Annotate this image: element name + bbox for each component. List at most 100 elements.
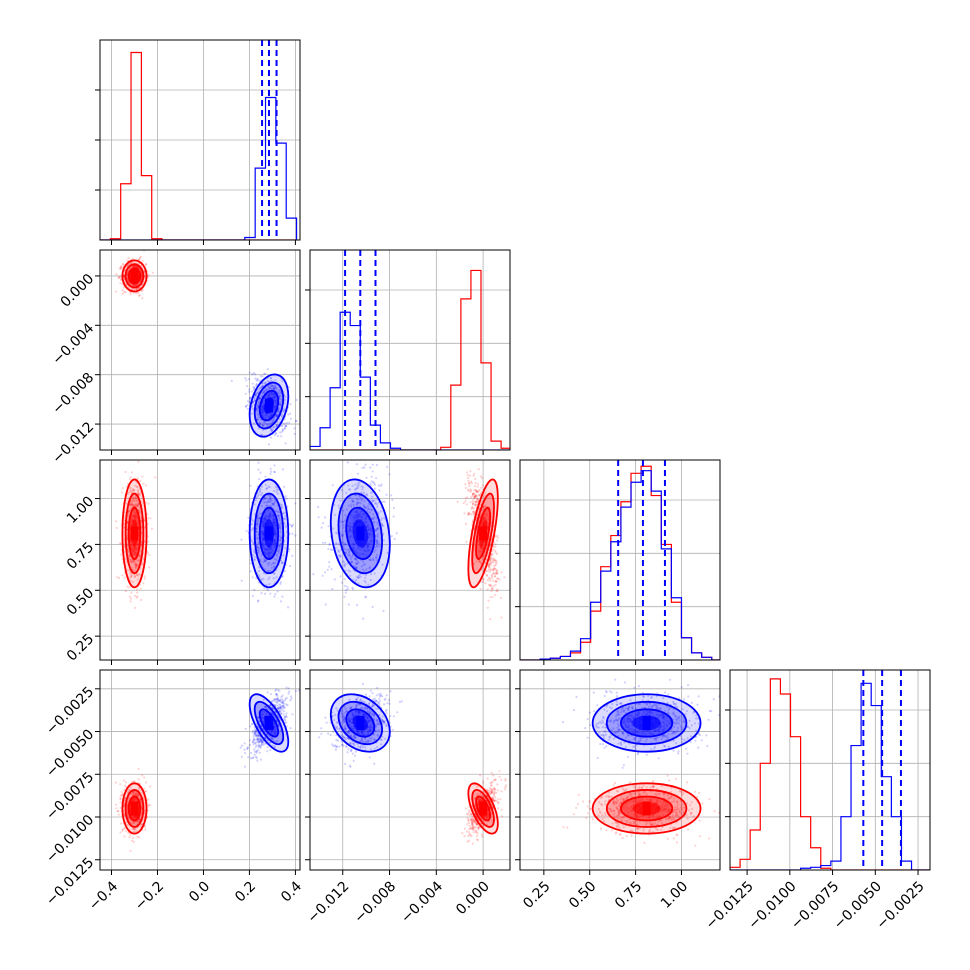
scatter-point: [132, 498, 135, 501]
scatter-point: [120, 265, 123, 268]
scatter-point: [352, 543, 355, 546]
scatter-point: [269, 422, 272, 425]
scatter-point: [251, 576, 254, 579]
scatter-point: [374, 529, 377, 532]
scatter-point: [342, 524, 345, 527]
scatter-point: [136, 543, 139, 546]
scatter-point: [357, 501, 360, 504]
scatter-point: [261, 542, 264, 545]
scatter-point: [253, 396, 256, 399]
scatter-point: [277, 699, 280, 702]
scatter-point: [262, 533, 265, 536]
scatter-point: [267, 386, 270, 389]
scatter-point: [129, 558, 132, 562]
scatter-point: [256, 740, 259, 743]
scatter-point: [264, 736, 267, 739]
contour-line: [127, 506, 142, 560]
scatter-point: [263, 390, 266, 393]
scatter-point: [132, 284, 135, 287]
scatter-point: [133, 489, 136, 492]
scatter-point: [258, 737, 261, 741]
scatter-point: [263, 421, 266, 424]
scatter-point: [131, 503, 134, 506]
panel-content: [310, 460, 510, 660]
contour-line: [121, 259, 148, 293]
scatter-point: [271, 384, 274, 387]
scatter-point: [133, 594, 136, 597]
scatter-point: [474, 503, 477, 506]
scatter-point: [494, 543, 497, 546]
scatter-point: [274, 731, 277, 734]
scatter-point: [281, 468, 284, 471]
scatter-point: [263, 517, 266, 520]
scatter-point: [390, 535, 393, 538]
scatter-point: [279, 703, 282, 707]
scatter-point: [264, 551, 267, 554]
scatter-point: [272, 393, 275, 396]
scatter-point: [291, 713, 294, 716]
scatter-point: [257, 547, 261, 550]
scatter-point: [258, 396, 261, 399]
scatter-point: [285, 424, 288, 427]
scatter-point: [270, 563, 273, 566]
scatter-point: [276, 700, 279, 703]
scatter-point: [265, 587, 269, 591]
scatter-point: [257, 413, 260, 417]
scatter-point: [251, 740, 254, 744]
scatter-point: [271, 737, 274, 740]
scatter-point: [273, 464, 276, 467]
scatter-point: [380, 519, 383, 522]
scatter-point: [132, 489, 135, 492]
scatter-point: [467, 488, 470, 491]
scatter-point: [355, 463, 358, 466]
scatter-point: [259, 422, 262, 425]
scatter-point: [376, 527, 380, 530]
scatter-point: [274, 710, 277, 713]
scatter-point: [129, 573, 133, 576]
scatter-point: [272, 417, 275, 420]
scatter-point: [134, 548, 137, 551]
scatter-point: [488, 577, 491, 581]
scatter-point: [370, 498, 373, 501]
scatter-point: [467, 513, 470, 516]
scatter-point: [260, 743, 263, 746]
scatter-point: [267, 443, 271, 446]
scatter-point: [118, 276, 121, 279]
scatter-point: [489, 579, 492, 582]
scatter-point: [280, 413, 283, 416]
contour-line: [258, 389, 280, 422]
scatter-point: [249, 743, 252, 747]
scatter-point: [364, 596, 367, 599]
scatter-point: [255, 523, 258, 526]
scatter-point: [269, 496, 272, 499]
scatter-point: [496, 569, 499, 572]
scatter-point: [495, 552, 498, 556]
scatter-point: [270, 566, 273, 569]
scatter-point: [117, 277, 120, 280]
scatter-point: [140, 544, 143, 547]
scatter-point: [273, 470, 276, 473]
scatter-point: [132, 504, 135, 507]
scatter-point: [258, 478, 261, 481]
scatter-point: [277, 389, 280, 392]
scatter-point: [132, 840, 135, 844]
scatter-point: [284, 425, 287, 428]
scatter-point: [130, 546, 133, 550]
scatter-point: [282, 710, 286, 713]
scatter-point: [386, 551, 389, 554]
scatter-point: [144, 828, 147, 831]
scatter-point: [273, 731, 276, 734]
scatter-point: [265, 552, 268, 555]
scatter-point: [273, 518, 276, 521]
scatter-point: [356, 514, 359, 517]
scatter-point: [264, 559, 267, 562]
scatter-point: [357, 484, 360, 487]
scatter-point: [346, 461, 349, 464]
scatter-point: [350, 505, 353, 508]
scatter-point: [272, 518, 275, 521]
scatter-point: [126, 520, 129, 524]
scatter-point: [131, 580, 134, 584]
scatter-point: [370, 529, 374, 533]
scatter-point: [263, 497, 267, 500]
scatter-point: [355, 576, 358, 579]
